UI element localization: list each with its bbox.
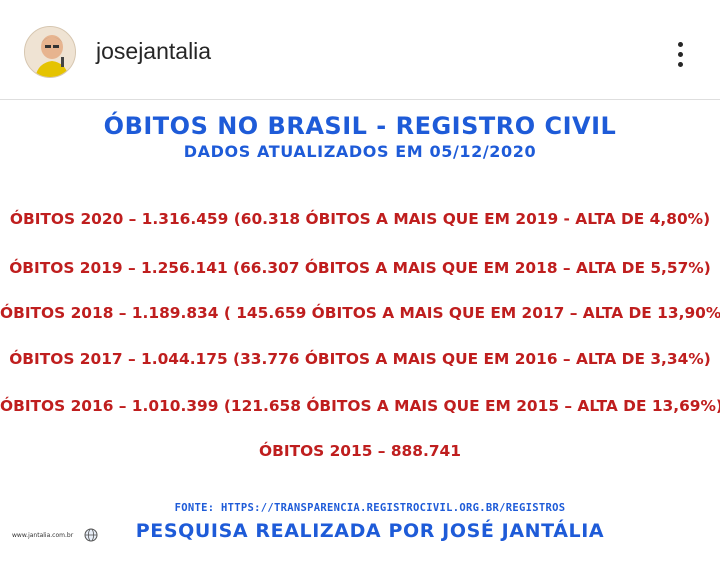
post-title: ÓBITOS NO BRASIL - REGISTRO CIVIL bbox=[103, 112, 617, 140]
post-image: ÓBITOS NO BRASIL - REGISTRO CIVIL DADOS … bbox=[0, 100, 720, 566]
stat-line-2015: ÓBITOS 2015 – 888.741 bbox=[259, 442, 461, 460]
stat-line-2017: ÓBITOS 2017 – 1.044.175 (33.776 ÓBITOS A… bbox=[9, 350, 711, 368]
post-header: josejantalia bbox=[0, 0, 720, 100]
more-options-icon[interactable] bbox=[676, 42, 684, 70]
username[interactable]: josejantalia bbox=[96, 38, 212, 64]
footer-row: www.jantalia.com.br PESQUISA REALIZADA P… bbox=[0, 520, 720, 546]
post-subtitle: DADOS ATUALIZADOS EM 05/12/2020 bbox=[183, 142, 537, 161]
source-note: FONTE: HTTPS://TRANSPARENCIA.REGISTROCIV… bbox=[174, 502, 566, 514]
avatar-caricature-icon bbox=[25, 27, 75, 77]
author-credit: PESQUISA REALIZADA POR JOSÉ JANTÁLIA bbox=[135, 520, 605, 542]
stat-line-2016: ÓBITOS 2016 – 1.010.399 (121.658 ÓBITOS … bbox=[0, 397, 720, 415]
globe-icon bbox=[84, 528, 98, 542]
site-watermark: www.jantalia.com.br bbox=[12, 532, 74, 539]
stat-line-2020: ÓBITOS 2020 – 1.316.459 (60.318 ÓBITOS A… bbox=[9, 210, 711, 228]
avatar[interactable] bbox=[24, 26, 76, 78]
stat-line-2019: ÓBITOS 2019 – 1.256.141 (66.307 ÓBITOS A… bbox=[9, 259, 711, 277]
stat-line-2018: ÓBITOS 2018 – 1.189.834 ( 145.659 ÓBITOS… bbox=[0, 304, 720, 322]
